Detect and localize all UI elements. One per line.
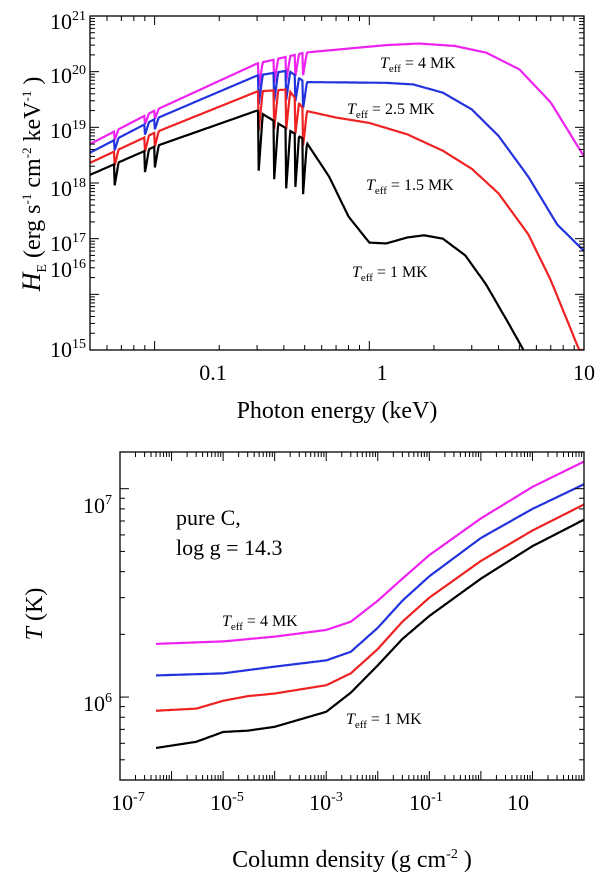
spectra-xtick-1: 1: [377, 360, 388, 385]
spectra-label-4MK: Teff = 4 MK: [380, 55, 456, 75]
spectra-ytick-19: 1019: [50, 118, 86, 143]
temperature-series-2: [156, 503, 584, 712]
spectra-ytick-16: 1016: [50, 257, 86, 282]
temperature-series-0: [155, 460, 584, 645]
spectra-ytick-21: 1021: [50, 9, 86, 34]
spectra-curves: [90, 42, 584, 350]
spectra-ytick-15: 1015: [50, 337, 86, 362]
spectra-series-1: [90, 69, 584, 252]
spectra-label-1MK: Teff = 1 MK: [352, 264, 428, 284]
temperature-label-4MK: Teff = 4 MK: [222, 613, 298, 633]
temperature-panel: 106 107 10-7 10-5 10-3 10-1 10 Column de…: [22, 451, 585, 873]
spectra-ytick-17: 1017: [50, 231, 86, 256]
spectra-series-0: [90, 42, 584, 157]
spectra-ytick-18: 1018: [50, 176, 86, 201]
temperature-ticks: [119, 452, 585, 781]
gravity-label: log g = 14.3: [176, 535, 283, 560]
temperature-series-1: [156, 483, 584, 677]
temperature-xtick-m1: 10-1: [409, 790, 443, 815]
temperature-curves: [155, 460, 584, 749]
spectra-panel: 1015 1016 1017 1018 1019 1020 1021 0.1 1…: [17, 9, 595, 424]
temperature-series-3: [155, 518, 584, 749]
temperature-xtick-10: 10: [507, 790, 529, 815]
temperature-lines: [155, 460, 584, 749]
spectra-xtick-0.1: 0.1: [199, 360, 227, 385]
spectra-x-axis-title: Photon energy (keV): [237, 398, 438, 424]
temperature-ytick-6: 106: [83, 691, 112, 716]
temperature-xtick-m3: 10-3: [309, 790, 343, 815]
spectra-series-2: [90, 88, 584, 350]
spectra-label-2.5MK: Teff = 2.5 MK: [347, 101, 435, 121]
spectra-lines: [90, 42, 584, 350]
temperature-plot-frame: [119, 451, 585, 781]
temperature-label-1MK: Teff = 1 MK: [346, 711, 422, 731]
temperature-xtick-m7: 10-7: [111, 790, 145, 815]
spectra-series-3: [90, 109, 525, 350]
temperature-x-axis-title: Column density (g cm-2 ): [232, 847, 472, 873]
spectra-label-1.5MK: Teff = 1.5 MK: [366, 177, 454, 197]
temperature-y-axis-title: T (K): [22, 588, 48, 641]
spectra-plot-frame: [89, 15, 585, 351]
spectra-ticks: [89, 15, 585, 351]
spectra-xtick-10: 10: [573, 360, 595, 385]
spectra-ytick-20: 1020: [50, 63, 86, 88]
temperature-xtick-m5: 10-5: [210, 790, 244, 815]
spectra-y-axis-title: HE(erg s-1 cm-2 keV-1 ): [17, 77, 50, 293]
temperature-ytick-7: 107: [83, 493, 112, 518]
composition-label: pure C,: [176, 505, 241, 530]
